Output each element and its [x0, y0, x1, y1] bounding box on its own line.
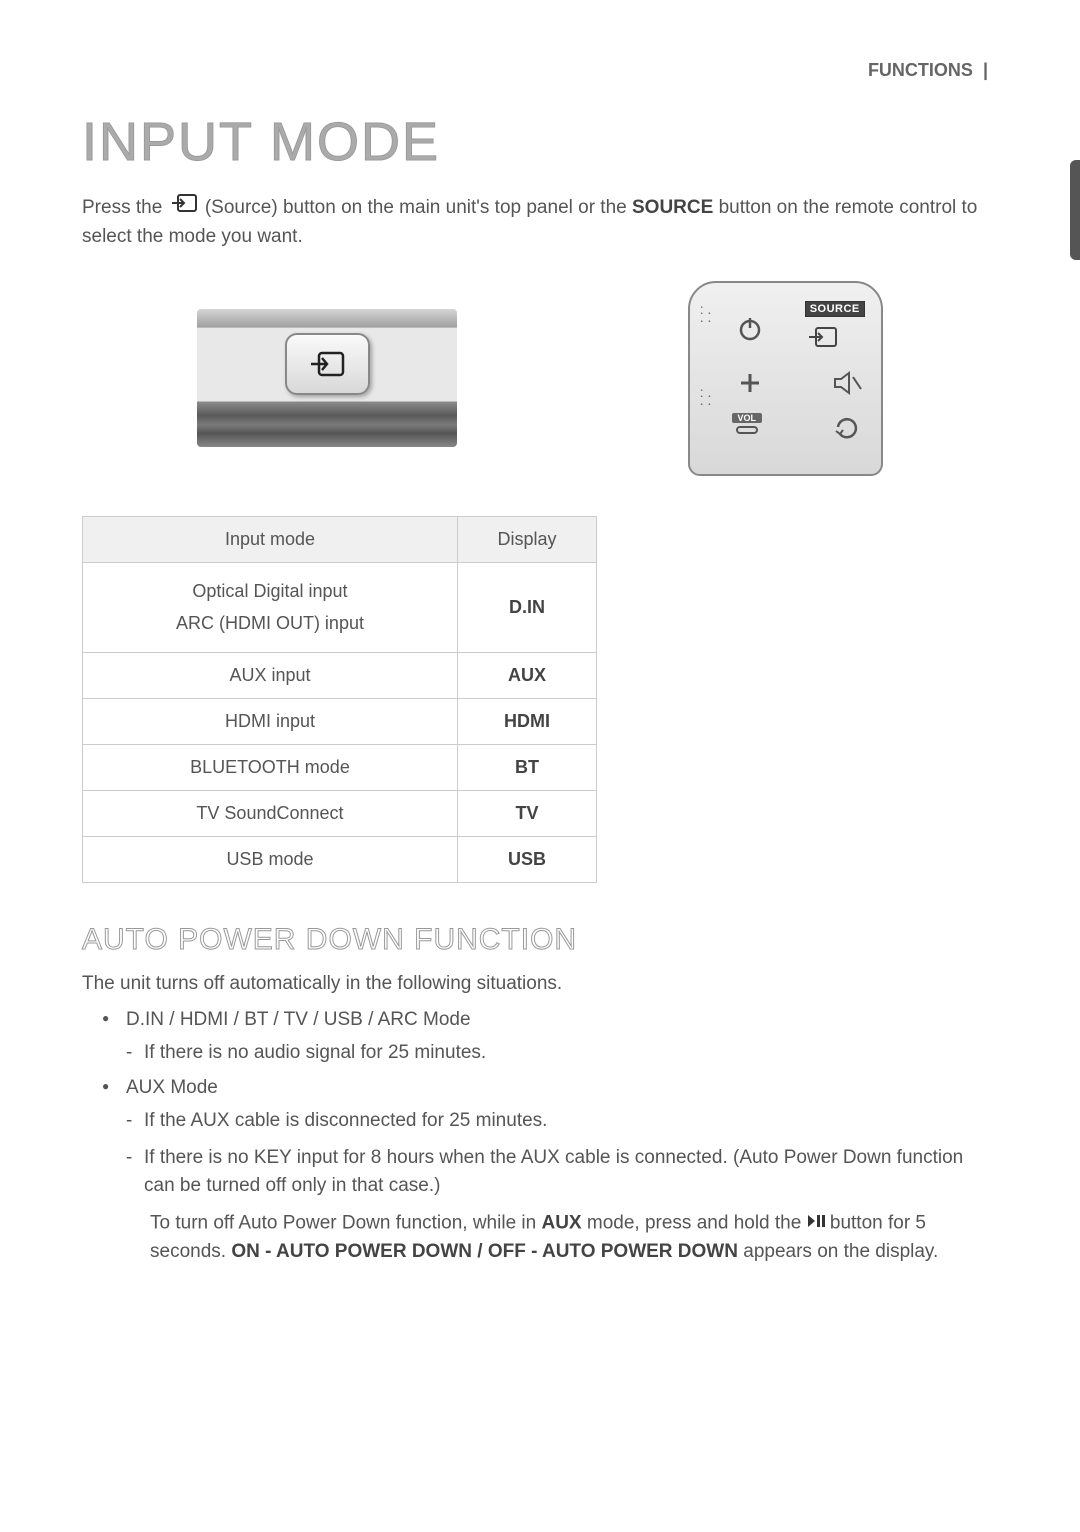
table-cell-display: USB — [457, 836, 596, 882]
note-part: appears on the display. — [738, 1241, 938, 1262]
section-label: FUNCTIONS — [868, 60, 973, 80]
table-header-row: Input mode Display — [83, 517, 597, 563]
unit-source-button — [285, 333, 370, 395]
unit-panel-bottom — [197, 402, 457, 447]
side-tab — [1070, 160, 1080, 260]
illustration-row: : .. . : .. . SOURCE — [82, 281, 998, 476]
table-cell-line: ARC (HDMI OUT) input — [176, 613, 364, 633]
table-cell-mode: TV SoundConnect — [83, 790, 458, 836]
list-item-label: D.IN / HDMI / BT / TV / USB / ARC Mode — [126, 1009, 471, 1030]
remote-illustration: : .. . : .. . SOURCE — [688, 281, 883, 476]
vol-down-icon — [732, 423, 762, 441]
unit-panel-illustration — [197, 309, 457, 449]
vol-up-icon — [732, 365, 768, 401]
table-row: BLUETOOTH mode BT — [83, 744, 597, 790]
table-cell-display: HDMI — [457, 698, 596, 744]
table-row: TV SoundConnect TV — [83, 790, 597, 836]
table-cell-line: Optical Digital input — [192, 581, 347, 601]
list-item-label: AUX Mode — [126, 1077, 218, 1098]
note-aux: AUX — [541, 1212, 581, 1233]
note-text: To turn off Auto Power Down function, wh… — [126, 1209, 998, 1266]
power-icon — [732, 310, 768, 346]
table-row: AUX input AUX — [83, 652, 597, 698]
table-cell-mode: BLUETOOTH mode — [83, 744, 458, 790]
unit-panel-top — [197, 309, 457, 327]
source-icon — [170, 193, 198, 223]
page-header: FUNCTIONS | — [82, 60, 998, 81]
unit-panel-mid — [197, 327, 457, 402]
repeat-icon — [829, 409, 865, 445]
table-cell-display: AUX — [457, 652, 596, 698]
table-cell-display: D.IN — [457, 563, 596, 653]
table-cell-mode: Optical Digital input ARC (HDMI OUT) inp… — [83, 563, 458, 653]
play-pause-icon — [807, 1209, 825, 1238]
sub-list-item: If the AUX cable is disconnected for 25 … — [126, 1107, 998, 1136]
table-row: HDMI input HDMI — [83, 698, 597, 744]
sub-list: If the AUX cable is disconnected for 25 … — [126, 1107, 998, 1201]
table-cell-display: BT — [457, 744, 596, 790]
remote-source-icon — [805, 319, 841, 355]
subtitle: AUTO POWER DOWN FUNCTION — [82, 923, 998, 957]
note-bold-msg: ON - AUTO POWER DOWN / OFF - AUTO POWER … — [231, 1241, 738, 1262]
sub-list: If there is no audio signal for 25 minut… — [126, 1039, 998, 1068]
table-cell-mode: HDMI input — [83, 698, 458, 744]
page-title: INPUT MODE — [82, 111, 998, 173]
input-mode-table: Input mode Display Optical Digital input… — [82, 516, 597, 883]
note-part: To turn off Auto Power Down function, wh… — [150, 1212, 541, 1233]
remote-dots-2: : .. . — [700, 388, 712, 405]
subtitle-desc: The unit turns off automatically in the … — [82, 973, 998, 995]
intro-source-word: SOURCE — [632, 197, 713, 218]
header-separator: | — [978, 60, 988, 80]
sub-list-item: If there is no audio signal for 25 minut… — [126, 1039, 998, 1068]
remote-source-label: SOURCE — [805, 301, 865, 317]
table-row: USB mode USB — [83, 836, 597, 882]
intro-mid: (Source) button on the main unit's top p… — [205, 197, 632, 218]
table-cell-display: TV — [457, 790, 596, 836]
list-item: D.IN / HDMI / BT / TV / USB / ARC Mode I… — [102, 1009, 998, 1068]
sub-list-item: If there is no KEY input for 8 hours whe… — [126, 1144, 998, 1201]
table-cell-mode: AUX input — [83, 652, 458, 698]
note-part: mode, press and hold the — [582, 1212, 807, 1233]
table-cell-mode: USB mode — [83, 836, 458, 882]
remote-dots-1: : .. . — [700, 305, 712, 322]
intro-text: Press the (Source) button on the main un… — [82, 193, 998, 251]
remote-vol-label: VOL — [732, 413, 762, 423]
list-item: AUX Mode If the AUX cable is disconnecte… — [102, 1077, 998, 1266]
intro-prefix: Press the — [82, 197, 168, 218]
table-header-display: Display — [457, 517, 596, 563]
table-header-mode: Input mode — [83, 517, 458, 563]
bullet-list: D.IN / HDMI / BT / TV / USB / ARC Mode I… — [82, 1009, 998, 1266]
mute-icon — [829, 365, 865, 401]
table-row: Optical Digital input ARC (HDMI OUT) inp… — [83, 563, 597, 653]
